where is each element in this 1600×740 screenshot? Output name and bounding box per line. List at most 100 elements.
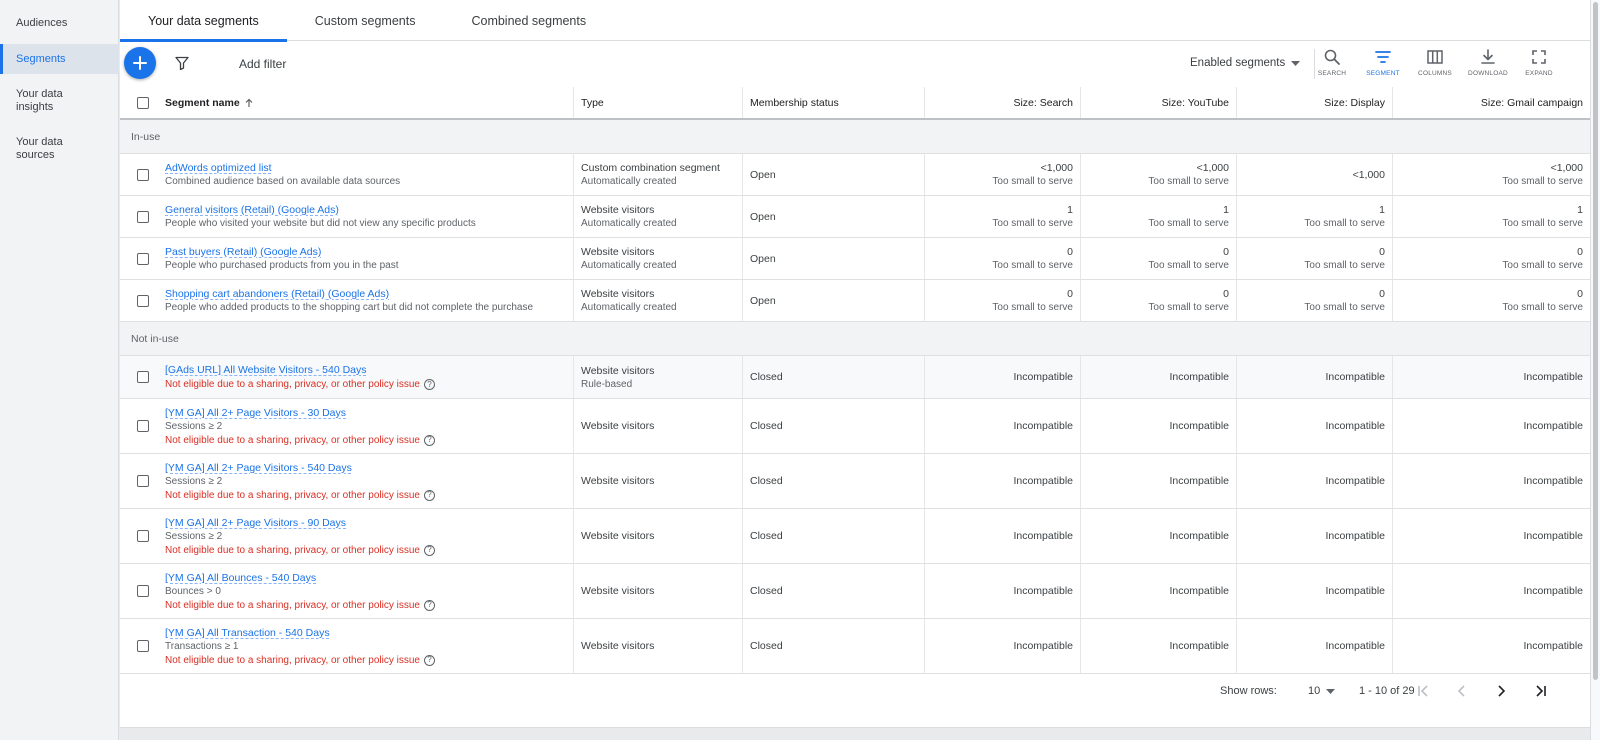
- first-page-button[interactable]: [1412, 680, 1434, 702]
- segment-name-cell: [YM GA] All Transaction - 540 Days Trans…: [165, 619, 574, 673]
- rows-per-page-value: 10: [1308, 685, 1321, 697]
- segment-description: People who visited your website but did …: [165, 218, 476, 229]
- header-size-search[interactable]: Size: Search: [925, 87, 1081, 118]
- tab-your-data-segments[interactable]: Your data segments: [120, 0, 287, 42]
- add-filter-button[interactable]: Add filter: [239, 57, 287, 71]
- tab-label: Your data segments: [148, 13, 259, 28]
- row-checkbox-cell: [120, 619, 165, 673]
- columns-button-label: COLUMNS: [1418, 70, 1452, 77]
- table-header-row: Segment name Type Membership status Size…: [120, 87, 1590, 120]
- last-page-icon: [1536, 685, 1546, 697]
- nav-item-segments[interactable]: Segments: [0, 44, 119, 74]
- segment-name-link[interactable]: [YM GA] All 2+ Page Visitors - 90 Days: [165, 516, 347, 529]
- chevron-right-icon: [1498, 685, 1506, 697]
- membership-status-cell: Open: [743, 238, 925, 279]
- last-page-button[interactable]: [1530, 680, 1552, 702]
- membership-status-cell: Open: [743, 154, 925, 195]
- help-icon[interactable]: ?: [423, 599, 435, 611]
- type-sub: Automatically created: [581, 260, 677, 271]
- size-value: 0: [1223, 246, 1229, 258]
- next-page-button[interactable]: [1490, 680, 1512, 702]
- nav-item-audiences[interactable]: Audiences: [0, 17, 119, 30]
- left-navigation: Audiences Segments Your data insights Yo…: [0, 0, 119, 740]
- nav-item-your-data-sources[interactable]: Your data sources: [0, 136, 100, 162]
- header-size-gmail[interactable]: Size: Gmail campaign: [1480, 96, 1583, 109]
- group-label-in-use: In-use: [120, 120, 1590, 154]
- columns-button[interactable]: COLUMNS: [1412, 48, 1458, 82]
- membership-status-cell: Closed: [743, 399, 925, 453]
- segment-name-link[interactable]: [YM GA] All Bounces - 540 Days: [165, 571, 317, 584]
- policy-error: Not eligible due to a sharing, privacy, …: [165, 654, 566, 666]
- segment-rule: Sessions ≥ 2: [165, 475, 223, 487]
- add-segment-button[interactable]: [124, 47, 156, 79]
- segment-name-link[interactable]: General visitors (Retail) (Google Ads): [165, 204, 339, 216]
- size-gmail-cell: Incompatible: [1523, 420, 1583, 432]
- membership-status-cell: Open: [743, 280, 925, 321]
- row-checkbox[interactable]: [136, 252, 149, 265]
- header-membership-status[interactable]: Membership status: [743, 87, 925, 118]
- help-icon[interactable]: ?: [423, 434, 435, 446]
- row-checkbox-cell: [120, 154, 165, 195]
- segment-name-link[interactable]: AdWords optimized list: [165, 162, 272, 174]
- table-row: [YM GA] All 2+ Page Visitors - 30 Days S…: [120, 399, 1590, 454]
- help-icon[interactable]: ?: [423, 544, 435, 556]
- segment-status-dropdown[interactable]: Enabled segments: [1190, 57, 1301, 69]
- row-checkbox[interactable]: [136, 168, 149, 181]
- expand-button[interactable]: EXPAND: [1516, 48, 1562, 82]
- tab-custom-segments[interactable]: Custom segments: [287, 0, 444, 41]
- row-checkbox[interactable]: [136, 640, 149, 652]
- row-checkbox[interactable]: [136, 371, 149, 383]
- help-icon[interactable]: ?: [423, 654, 435, 666]
- help-icon[interactable]: ?: [423, 379, 435, 390]
- header-size-display[interactable]: Size: Display: [1237, 87, 1393, 118]
- size-value: 0: [1067, 288, 1073, 300]
- segment-name-cell: [YM GA] All 2+ Page Visitors - 30 Days S…: [165, 399, 574, 453]
- segment-name-link[interactable]: Shopping cart abandoners (Retail) (Googl…: [165, 288, 390, 300]
- size-search-cell: <1,000 Too small to serve: [925, 154, 1081, 195]
- size-gmail-cell: Incompatible: [1523, 530, 1583, 542]
- size-gmail-cell: Incompatible: [1523, 640, 1583, 652]
- search-button[interactable]: SEARCH: [1309, 48, 1355, 82]
- sort-ascending-icon: [245, 98, 253, 107]
- row-checkbox[interactable]: [136, 585, 149, 597]
- vertical-scrollbar-thumb[interactable]: [1593, 2, 1598, 680]
- size-search-cell: 1 Too small to serve: [925, 196, 1081, 237]
- tab-combined-segments[interactable]: Combined segments: [443, 0, 614, 41]
- nav-item-your-data-insights[interactable]: Your data insights: [0, 88, 100, 114]
- row-checkbox[interactable]: [136, 420, 149, 432]
- rows-per-page-select[interactable]: 10: [1308, 685, 1336, 697]
- previous-page-button[interactable]: [1451, 680, 1473, 702]
- segment-name-link[interactable]: [YM GA] All Transaction - 540 Days: [165, 626, 330, 639]
- size-gmail-cell: 0 Too small to serve: [1393, 280, 1590, 321]
- download-button[interactable]: DOWNLOAD: [1465, 48, 1511, 82]
- download-button-label: DOWNLOAD: [1468, 70, 1508, 77]
- segment-description: People who purchased products from you i…: [165, 260, 399, 271]
- filter-icon[interactable]: [174, 55, 190, 71]
- row-checkbox[interactable]: [136, 210, 149, 223]
- type-cell: Custom combination segment Automatically…: [574, 154, 743, 195]
- nav-item-label: Your data insights: [16, 88, 63, 113]
- row-checkbox[interactable]: [136, 294, 149, 307]
- header-segment-name[interactable]: Segment name: [165, 87, 574, 118]
- size-gmail-cell: Incompatible: [1523, 371, 1583, 383]
- size-gmail-cell: 0 Too small to serve: [1393, 238, 1590, 279]
- size-search-cell: 0 Too small to serve: [925, 280, 1081, 321]
- row-checkbox[interactable]: [136, 530, 149, 542]
- segment-name-link[interactable]: [GAds URL] All Website Visitors - 540 Da…: [165, 364, 367, 376]
- row-checkbox[interactable]: [136, 475, 149, 487]
- size-search-cell: Incompatible: [925, 564, 1081, 618]
- size-note: Too small to serve: [1502, 302, 1583, 313]
- help-icon[interactable]: ?: [423, 489, 435, 501]
- header-type[interactable]: Type: [574, 87, 743, 118]
- segment-name-link[interactable]: [YM GA] All 2+ Page Visitors - 30 Days: [165, 406, 347, 419]
- segment-name-cell: Shopping cart abandoners (Retail) (Googl…: [165, 280, 574, 321]
- header-size-youtube[interactable]: Size: YouTube: [1081, 87, 1237, 118]
- row-checkbox-cell: [120, 196, 165, 237]
- segment-button[interactable]: SEGMENT: [1360, 48, 1406, 82]
- size-display-cell: Incompatible: [1237, 619, 1393, 673]
- size-note: Too small to serve: [1304, 302, 1385, 313]
- segment-name-link[interactable]: Past buyers (Retail) (Google Ads): [165, 246, 322, 258]
- select-all-checkbox[interactable]: [136, 96, 149, 109]
- segment-name-link[interactable]: [YM GA] All 2+ Page Visitors - 540 Days: [165, 461, 352, 474]
- size-note: Too small to serve: [992, 302, 1073, 313]
